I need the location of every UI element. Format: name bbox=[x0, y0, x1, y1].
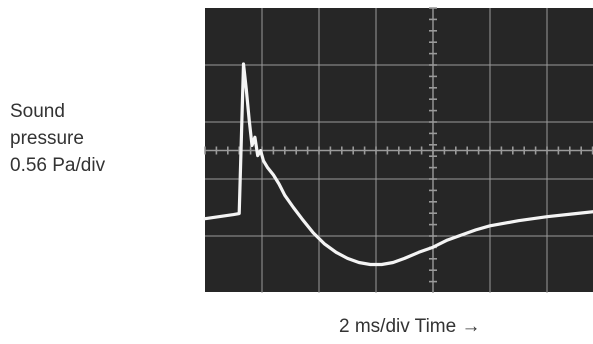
pressure-trace bbox=[203, 62, 593, 267]
y-axis-label-line-1: Sound bbox=[10, 101, 65, 122]
graticule-grid bbox=[204, 7, 593, 293]
y-axis-label-line-3: 0.56 Pa/div bbox=[10, 155, 106, 176]
y-axis-label: Sound pressure 0.56 Pa/div bbox=[10, 98, 105, 179]
x-axis-label: 2 ms/div Time → bbox=[339, 316, 481, 337]
y-axis-label-line-2: pressure bbox=[10, 128, 84, 149]
